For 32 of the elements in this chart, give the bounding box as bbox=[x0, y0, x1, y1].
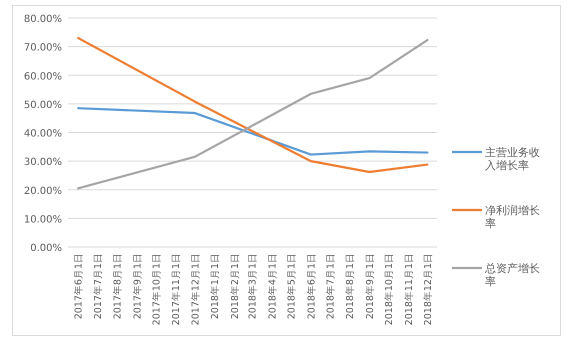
x-tick-label: 2018年3月1日 bbox=[246, 253, 259, 320]
x-tick-label: 2017年9月1日 bbox=[131, 253, 144, 320]
x-tick-label: 2018年9月1日 bbox=[364, 253, 376, 320]
x-tick-label: 2018年6月1日 bbox=[305, 253, 318, 320]
x-tick-label: 2017年12月1日 bbox=[189, 253, 202, 326]
x-tick-label: 2017年11月1日 bbox=[170, 253, 182, 326]
x-tick-label: 2017年8月1日 bbox=[112, 253, 124, 320]
y-tick-label: 40.00% bbox=[24, 128, 62, 140]
legend-label: 总资产增长率 bbox=[484, 262, 540, 288]
x-tick-label: 2018年5月1日 bbox=[286, 253, 298, 320]
x-tick-label: 2018年10月1日 bbox=[383, 253, 396, 326]
x-tick-label: 2018年12月1日 bbox=[422, 253, 434, 326]
y-tick-label: 80.00% bbox=[24, 14, 62, 25]
y-tick-label: 30.00% bbox=[24, 157, 62, 168]
x-tick-label: 2018年8月1日 bbox=[344, 253, 356, 320]
y-tick-label: 20.00% bbox=[24, 186, 62, 197]
legend-label: 主营业务收入增长率 bbox=[485, 146, 540, 172]
y-tick-label: 60.00% bbox=[24, 71, 62, 82]
y-tick-label: 50.00% bbox=[24, 100, 62, 111]
legend-label: 净利润增长率 bbox=[485, 204, 540, 230]
x-tick-label: 2018年1月1日 bbox=[209, 253, 222, 320]
x-tick-label: 2018年11月1日 bbox=[402, 253, 415, 326]
x-tick-label: 2018年4月1日 bbox=[266, 253, 278, 320]
y-tick-label: 10.00% bbox=[24, 214, 62, 226]
x-tick-label: 2017年6月1日 bbox=[72, 253, 85, 320]
y-tick-label: 70.00% bbox=[24, 42, 62, 54]
line-series bbox=[77, 107, 429, 156]
x-tick-label: 2018年7月1日 bbox=[324, 253, 336, 320]
x-tick-label: 2017年7月1日 bbox=[92, 253, 104, 320]
y-tick-label: 0.00% bbox=[30, 243, 62, 254]
x-tick-label: 2018年2月1日 bbox=[228, 253, 241, 320]
x-tick-label: 2017年10月1日 bbox=[150, 253, 162, 326]
